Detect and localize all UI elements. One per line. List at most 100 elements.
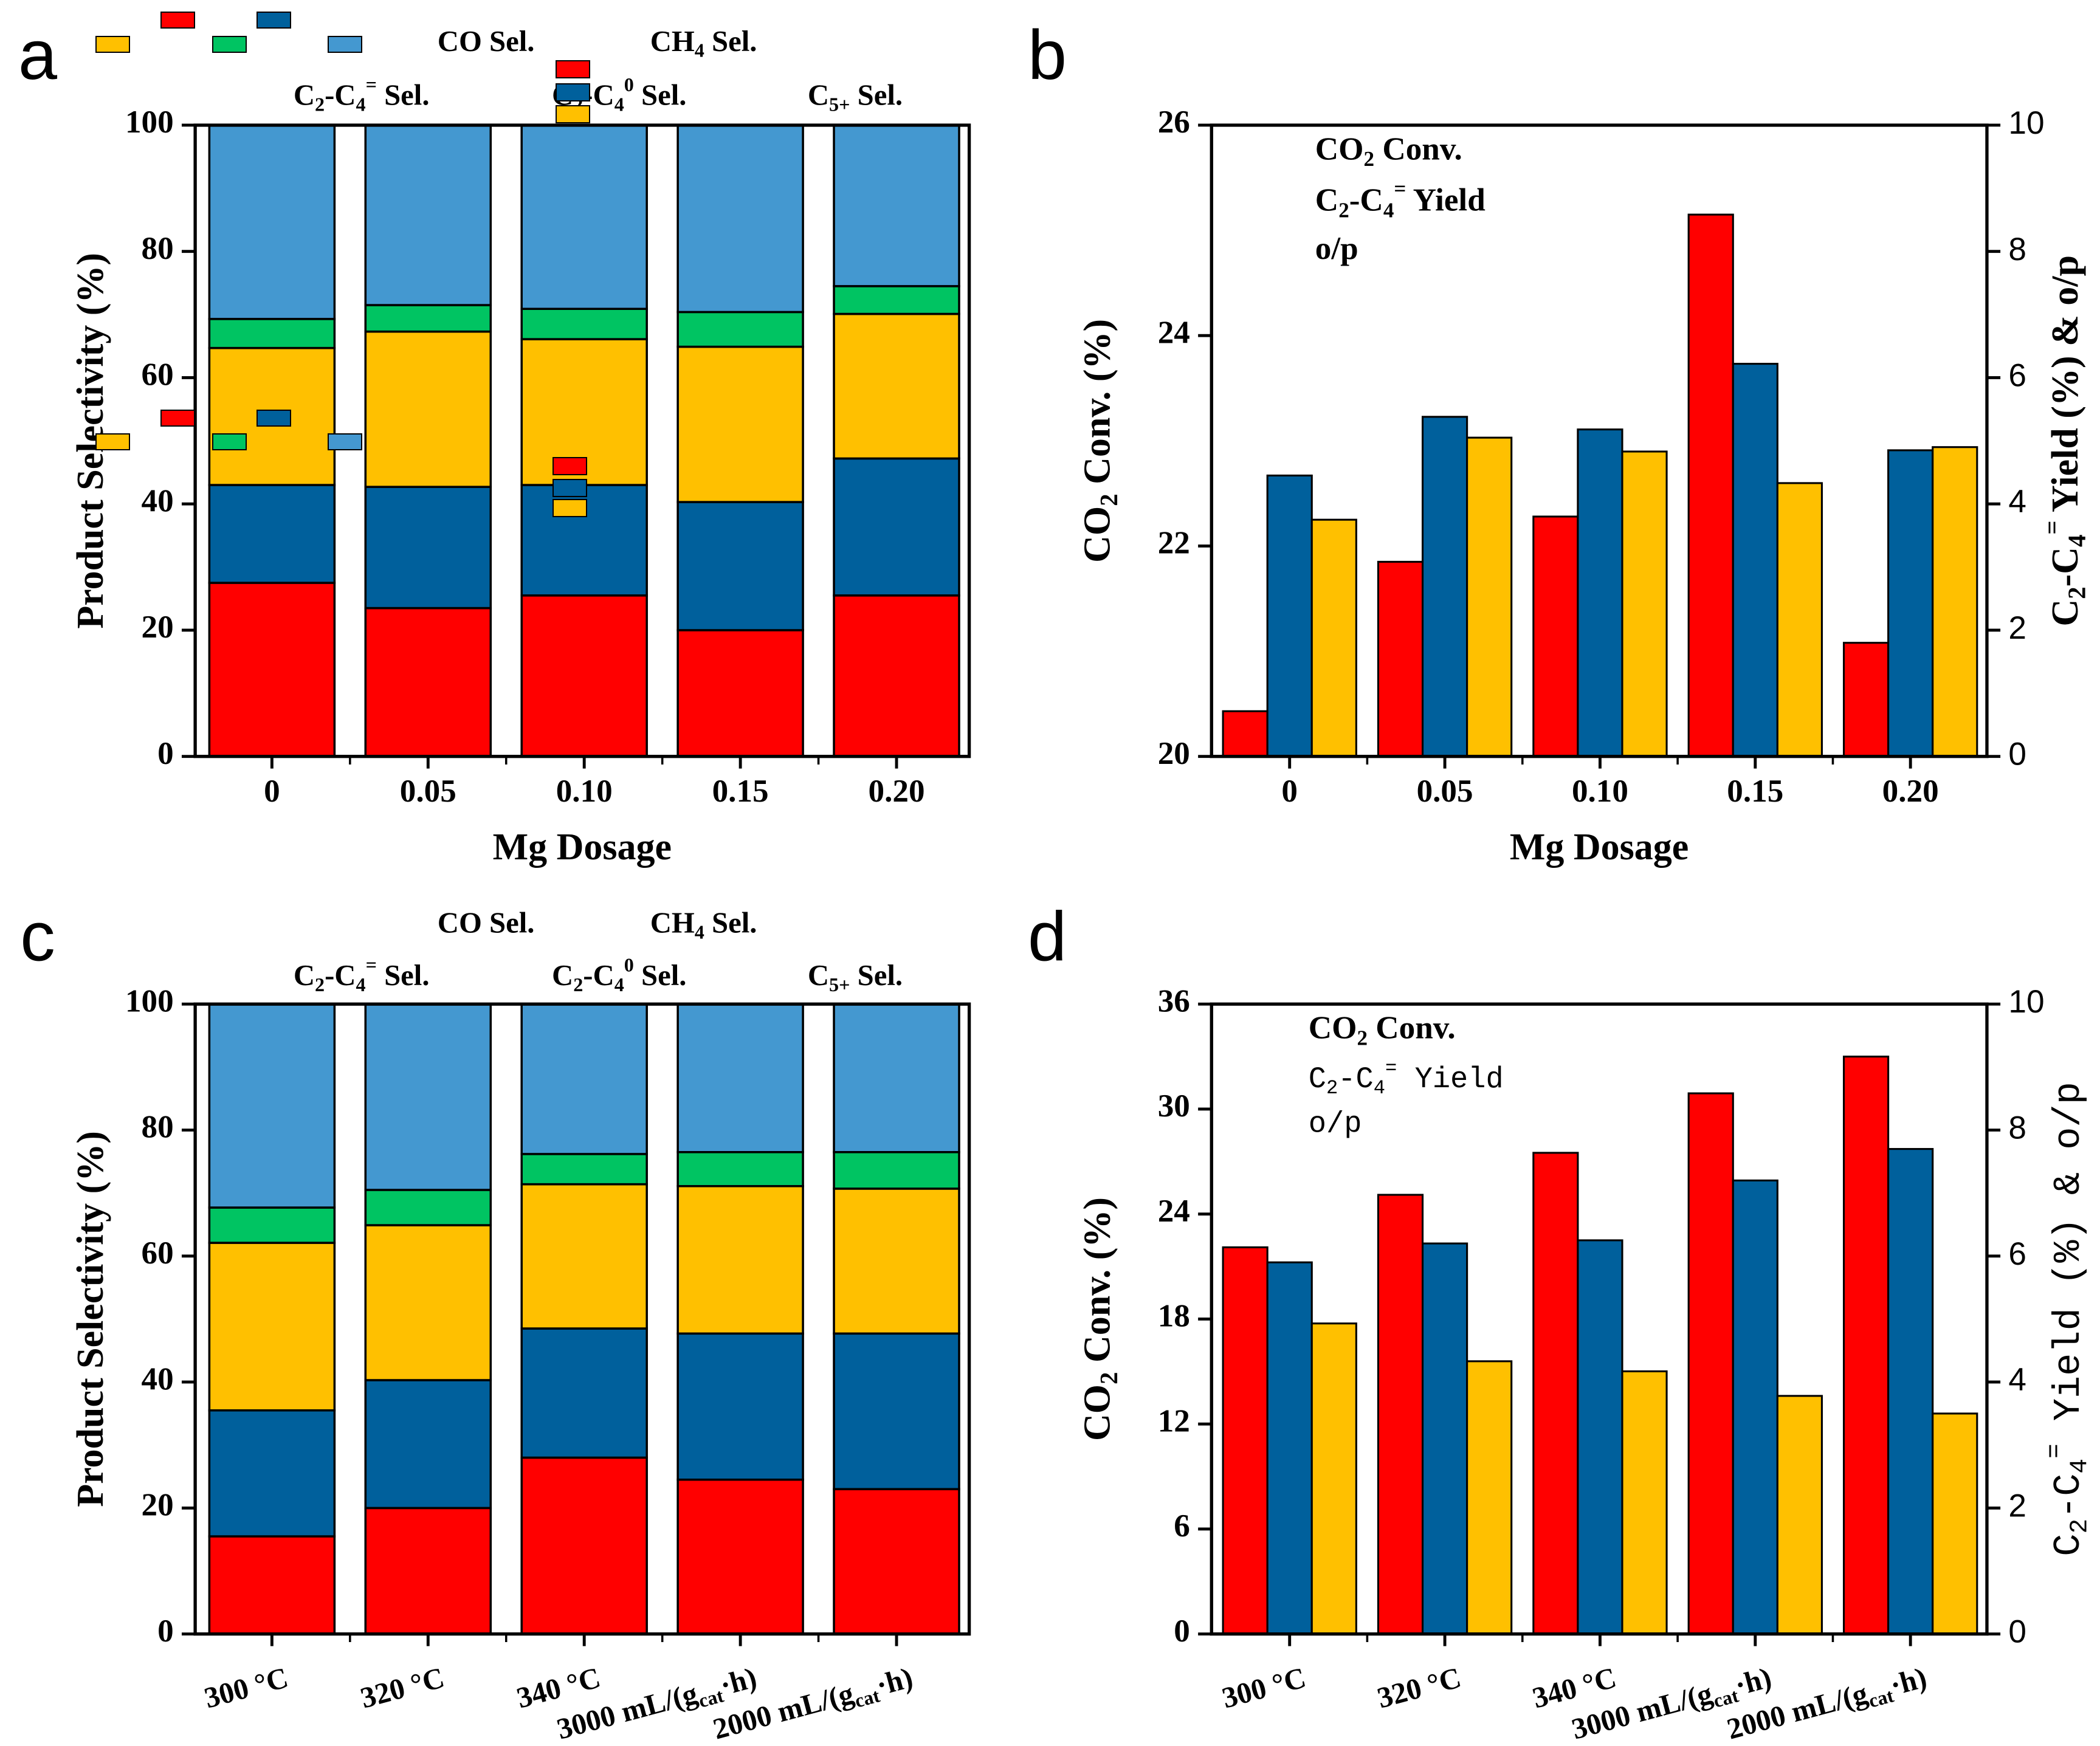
bar-olefin-4 [833,312,960,460]
bar-ch4-1 [1421,416,1468,758]
bar-paraffin-1 [364,304,492,333]
y-axis-title: CO2 Conv. (%) [1077,1197,1123,1441]
ytick-label: 22 [1158,526,1190,561]
ytick-right-label: 8 [2008,232,2026,267]
legend-swatch-co [556,60,590,78]
legend-swatch-paraffin [212,36,247,53]
ytick-label: 40 [142,483,174,518]
bar-co-1 [1377,560,1424,758]
legend-swatch-c5 [328,433,362,450]
legend-label-co: CO2 Conv. [1309,1011,1456,1050]
legend-label-c5: C5+ Sel. [808,79,903,115]
bar-c5-0 [208,1003,336,1209]
bar-ch4-1 [364,486,492,610]
bar-co-3 [1687,1092,1734,1635]
bar-olefin-3 [676,1184,804,1335]
bar-co-4 [833,594,960,758]
legend-label-olefin: o/p [1315,231,1358,266]
bar-c5-4 [833,1003,960,1153]
ytick-label: 0 [157,1614,174,1649]
panel-letter: c [20,898,55,976]
xtick-label: 300 °C [201,1661,292,1714]
xtick-label: 0.05 [1417,774,1473,809]
bar-c5-4 [833,124,960,287]
ytick-label: 20 [1158,736,1190,771]
bar-c5-2 [520,124,648,311]
legend-swatch-co [160,410,195,427]
xtick-label: 0.05 [400,774,456,809]
legend-swatch-olefin [95,433,130,450]
bar-ch4-1 [1421,1242,1468,1635]
legend-label-co: CO Sel. [438,25,535,58]
legend-swatch-ch4 [256,12,291,29]
xtick-label: 0 [1281,774,1298,809]
bar-ch4-0 [208,1409,336,1538]
bar-ch4-4 [833,457,960,597]
x-axis-title: Mg Dosage [1510,827,1689,868]
bar-co-0 [1222,710,1269,758]
bar-olefin-1 [364,1224,492,1381]
legend-swatch-ch4 [553,479,587,497]
ytick-label: 12 [1158,1403,1190,1438]
y-axis-title: CO2 Conv. (%) [1077,319,1123,563]
xtick-label: 0.20 [869,774,925,809]
ytick-label: 80 [142,1110,174,1145]
ytick-right-label: 10 [2008,984,2044,1020]
xtick-label: 300 °C [1219,1661,1309,1714]
bar-co-3 [1687,213,1734,758]
ytick-label: 26 [1158,105,1190,140]
bar-olefin-1 [1466,1360,1513,1635]
bar-co-3 [676,629,804,758]
ytick-label: 6 [1174,1508,1190,1544]
bar-ch4-2 [1577,1239,1623,1635]
legend-swatch-ch4 [256,410,291,427]
legend-swatch-co [553,457,587,475]
ytick-label: 100 [125,105,174,140]
bar-paraffin-4 [833,285,960,315]
ytick-label: 36 [1158,983,1190,1019]
bar-ch4-3 [1732,363,1778,758]
ytick-right-label: 4 [2008,484,2026,520]
legend-swatch-co [160,12,195,29]
ytick-label: 24 [1158,1194,1190,1229]
bar-paraffin-2 [520,1153,648,1186]
ytick-right-label: 8 [2008,1110,2026,1146]
bar-ch4-4 [1887,1148,1934,1635]
bar-olefin-0 [208,1242,336,1412]
legend-label-olefin: C2-C4= Sel. [294,74,430,115]
bar-paraffin-0 [208,318,336,349]
bar-olefin-4 [833,1187,960,1335]
bar-co-0 [1222,1246,1269,1635]
bar-ch4-3 [676,1332,804,1481]
bar-paraffin-1 [364,1189,492,1226]
legend-label-olefin: C2-C4= Sel. [294,954,430,995]
ytick-right-label: 6 [2008,1236,2026,1272]
y-axis-title: Product Selectivity (%) [70,1131,111,1507]
bar-olefin-1 [1466,436,1513,758]
y-axis-right-title: C2-C4= Yield (%) & o/p [2041,1082,2094,1556]
ytick-right-label: 10 [2008,105,2044,141]
legend-label-paraffin: C2-C40 Sel. [552,954,686,995]
ytick-right-label: 2 [2008,1488,2026,1524]
bar-olefin-3 [1776,482,1823,758]
legend-label-olefin: o/p [1309,1107,1362,1141]
bar-ch4-2 [520,1327,648,1459]
bar-ch4-4 [833,1332,960,1491]
legend-swatch-olefin [556,105,590,123]
legend-label-co: CO Sel. [438,907,535,940]
ytick-label: 20 [142,610,174,645]
ytick-right-label: 2 [2008,610,2026,646]
xtick-label: 0.15 [712,774,769,809]
xtick-label: 0.15 [1727,774,1783,809]
legend-label-c5: C5+ Sel. [808,959,903,995]
panel-letter: d [1028,898,1067,976]
bar-co-4 [1842,642,1890,758]
xtick-label: 0 [264,774,280,809]
ytick-label: 40 [142,1361,174,1397]
bar-c5-1 [364,1003,492,1191]
bar-c5-2 [520,1003,648,1155]
bar-co-3 [676,1478,804,1635]
ytick-right-label: 0 [2008,737,2026,772]
